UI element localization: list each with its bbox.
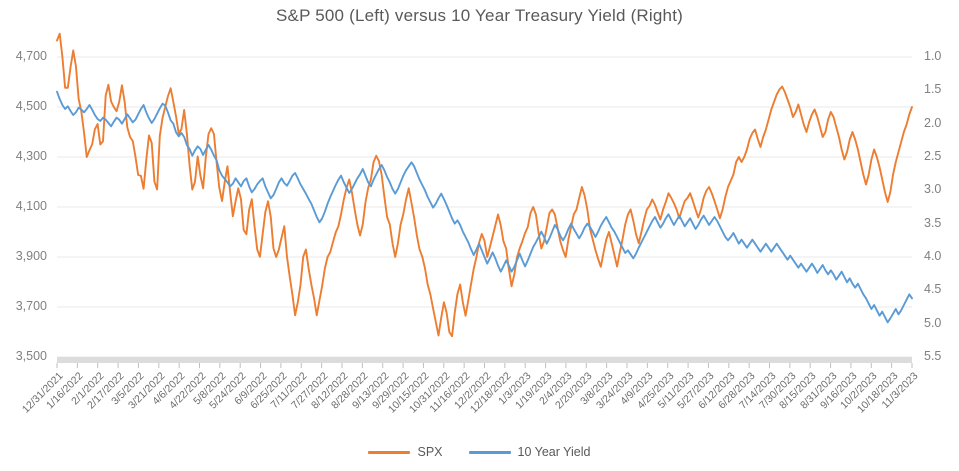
y-axis-right-tick-label: 3.0 [924,182,942,197]
y-axis-right-tick-label: 4.5 [924,282,942,297]
y-axis-right-tick-label: 4.0 [924,249,942,263]
x-axis-baseline [57,357,912,363]
legend-item[interactable]: 10 Year Yield [468,445,591,459]
y-axis-left-tick-label: 3,700 [15,299,47,313]
chart-legend: SPX 10 Year Yield [0,445,959,459]
y-axis-left-tick-label: 4,700 [15,49,47,63]
series-line-spx [56,32,913,338]
y-axis-right-tick-label: 1.5 [924,82,942,97]
series-line-10-year-yield [56,90,913,324]
series-lines [56,32,913,338]
y-axis-right-tick-label: 3.5 [924,215,942,230]
y-axis-right-tick-label: 2.0 [924,115,942,130]
y-axis-right-tick-label: 2.5 [924,149,942,163]
y-axis-left-tick-label: 4,300 [15,149,47,163]
y-axis-left-tick-label: 3,500 [15,349,47,363]
legend-item[interactable]: SPX [368,445,443,459]
legend-swatch-icon [468,450,511,454]
y-axis-right-tick-label: 5.5 [924,349,942,363]
chart-title: S&P 500 (Left) versus 10 Year Treasury Y… [276,6,683,25]
gridlines [57,56,912,358]
legend-label: SPX [417,445,443,459]
y-axis-right-tick-label: 5.0 [924,315,942,330]
axis-baseline-band [57,357,912,363]
y-axis-right-tick-label: 1.0 [924,49,942,63]
legend-label: 10 Year Yield [517,445,591,459]
x-axis-ticks [56,363,913,368]
y-axis-left-tick-label: 4,500 [15,99,47,113]
legend-swatch-icon [368,450,411,454]
y-axis-left-tick-label: 4,100 [15,199,47,213]
y-axis-left-tick-label: 3,900 [15,249,47,263]
